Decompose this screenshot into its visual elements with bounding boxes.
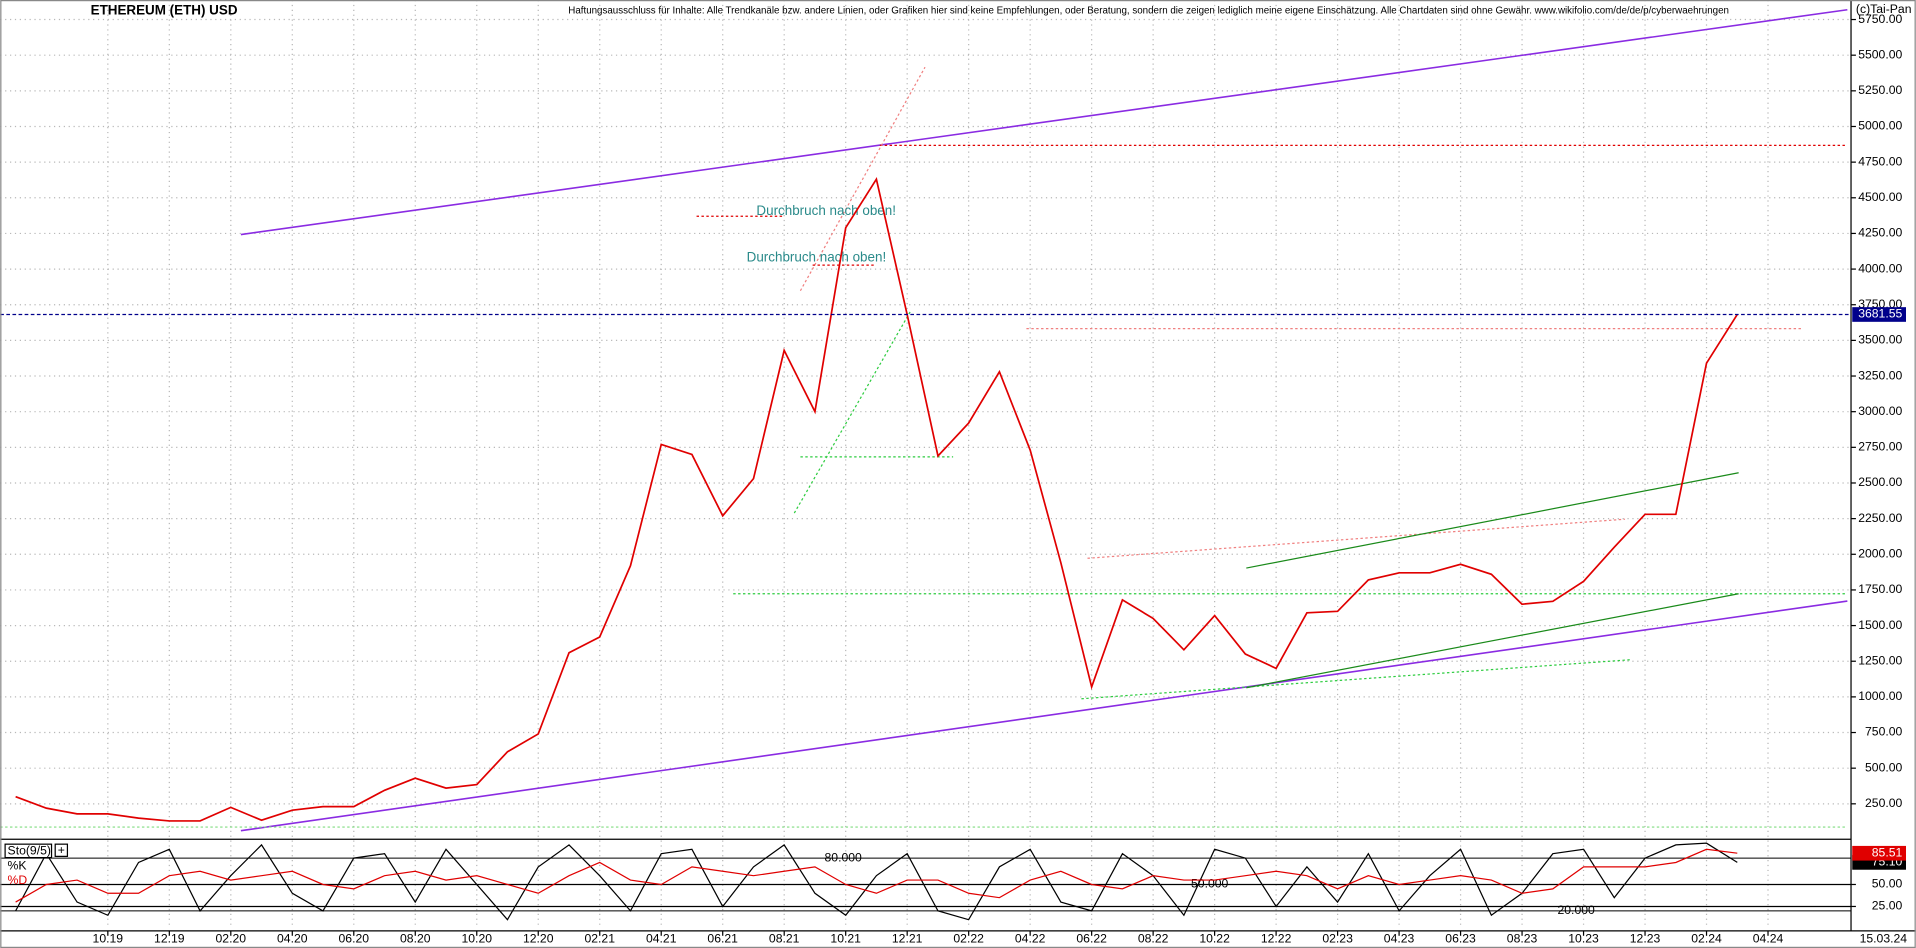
y-tick-label: 4500.00: [1858, 190, 1902, 204]
y-tick-label: 1000.00: [1858, 689, 1902, 703]
x-tick-label: 04.23: [1384, 932, 1415, 946]
trend-line: [240, 8, 1848, 236]
add-button-icon: +: [58, 843, 65, 857]
trend-drawings: [0, 8, 1848, 832]
y-tick-label: 3250.00: [1858, 368, 1902, 382]
trend-line: [799, 66, 926, 292]
chart-title: ETHEREUM (ETH) USD: [91, 3, 238, 18]
x-tick-label: 08.22: [1138, 932, 1169, 946]
y-tick-label: 5750.00: [1858, 12, 1902, 26]
y-tick-label: 5250.00: [1858, 83, 1902, 97]
level-label: 80.000: [825, 850, 863, 864]
y-tick-label: 750.00: [1865, 725, 1903, 739]
x-tick-label: 12.23: [1630, 932, 1661, 946]
annotation: Durchbruch nach oben!: [756, 203, 896, 218]
x-tick-label: 06.22: [1076, 932, 1107, 946]
trend-line: [240, 600, 1848, 832]
x-tick-label: 10.23: [1568, 932, 1599, 946]
x-tick-label: 02.24: [1691, 932, 1722, 946]
axes: 250.00 500.00 750.00 1000.00 1250.00 1500.00 1…: [93, 12, 1906, 946]
y-tick-label: 2000.00: [1858, 546, 1902, 560]
y-tick-label: 1750.00: [1858, 582, 1902, 596]
channel-line: [1246, 472, 1739, 569]
copyright: (c)Tai-Pan: [1856, 2, 1912, 16]
y-tick-label: 50.00: [1872, 877, 1903, 891]
x-tick-label: 08.20: [400, 932, 431, 946]
x-tick-label: 12.21: [892, 932, 923, 946]
x-tick-label: 08.21: [769, 932, 800, 946]
y-tick-label: 1250.00: [1858, 653, 1902, 667]
y-tick-label: 5500.00: [1858, 47, 1902, 61]
date-label: 15.03.24: [1860, 932, 1908, 946]
x-tick-label: 02.22: [953, 932, 984, 946]
legend-entry: %K: [8, 858, 27, 872]
y-tick-label: 4250.00: [1858, 226, 1902, 240]
x-tick-label: 10.20: [461, 932, 492, 946]
add-button[interactable]: [54, 843, 69, 857]
y-tick-label: 25.00: [1872, 899, 1903, 913]
x-tick-label: 04.20: [277, 932, 308, 946]
y-tick-label: 3000.00: [1858, 404, 1902, 418]
x-tick-label: 06.20: [339, 932, 370, 946]
x-tick-label: 04.21: [646, 932, 677, 946]
y-tick-label: 250.00: [1865, 796, 1903, 810]
x-tick-label: 02.20: [216, 932, 247, 946]
last-price-label: 3681.55: [1858, 307, 1902, 321]
x-tick-label: 02.21: [584, 932, 615, 946]
x-tick-label: 06.23: [1445, 932, 1476, 946]
y-tick-label: 4750.00: [1858, 154, 1902, 168]
x-tick-label: 04.22: [1015, 932, 1046, 946]
y-tick-label: 2750.00: [1858, 440, 1902, 454]
channel-line: [1246, 593, 1739, 689]
price-line: [15, 177, 1739, 822]
legend-entry: %D: [8, 873, 28, 887]
x-tick-label: 10.21: [830, 932, 861, 946]
y-tick-label: 5000.00: [1858, 119, 1902, 133]
y-tick-label: 500.00: [1865, 760, 1903, 774]
indicator-box: [4, 843, 53, 859]
x-tick-label: 04.24: [1753, 932, 1784, 946]
annotation: Durchbruch nach oben!: [747, 249, 887, 264]
x-tick-label: 10.22: [1199, 932, 1230, 946]
price-line: [15, 848, 1738, 903]
last-value-box: [1852, 845, 1906, 861]
level-label: 20.000: [1557, 903, 1595, 917]
axis-panel: [1851, 0, 1916, 948]
price-line: [15, 842, 1738, 921]
y-tick-label: 2250.00: [1858, 511, 1902, 525]
x-tick-label: 08.23: [1507, 932, 1538, 946]
x-tick-label: 12.19: [154, 932, 185, 946]
x-tick-label: 02.23: [1322, 932, 1353, 946]
x-tick-label: 12.22: [1261, 932, 1292, 946]
last-price-box: [1852, 307, 1906, 322]
disclaimer: Haftungsausschluss für Inhalte: Alle Tre…: [568, 6, 1729, 17]
grid: [0, 0, 1852, 929]
y-tick-label: 3500.00: [1858, 333, 1902, 347]
last-value-label: 85.51: [1872, 845, 1903, 859]
y-tick-label: 4000.00: [1858, 261, 1902, 275]
trend-line: [1087, 518, 1626, 559]
y-tick-label: 2500.00: [1858, 475, 1902, 489]
x-tick-label: 10.19: [93, 932, 124, 946]
indicator-title: Sto(9/5): [8, 844, 51, 858]
trend-line: [1081, 659, 1632, 700]
y-tick-label: 1500.00: [1858, 618, 1902, 632]
x-tick-label: 12.20: [523, 932, 554, 946]
x-tick-label: 06.21: [707, 932, 738, 946]
